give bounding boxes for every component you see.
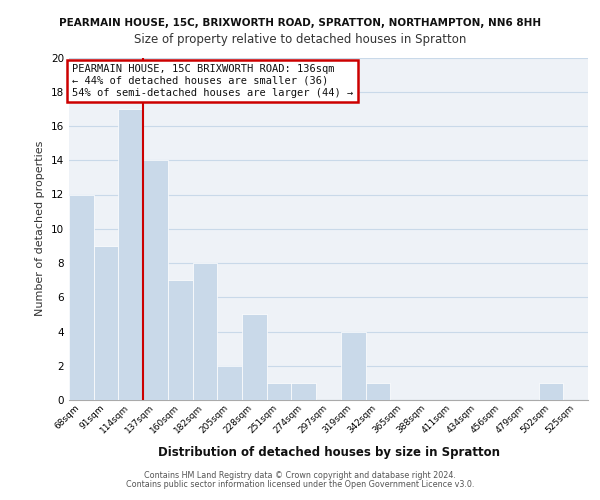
Text: Size of property relative to detached houses in Spratton: Size of property relative to detached ho… — [134, 32, 466, 46]
Text: Contains HM Land Registry data © Crown copyright and database right 2024.: Contains HM Land Registry data © Crown c… — [144, 471, 456, 480]
X-axis label: Distribution of detached houses by size in Spratton: Distribution of detached houses by size … — [157, 446, 499, 459]
Text: PEARMAIN HOUSE, 15C, BRIXWORTH ROAD, SPRATTON, NORTHAMPTON, NN6 8HH: PEARMAIN HOUSE, 15C, BRIXWORTH ROAD, SPR… — [59, 18, 541, 28]
Bar — [242, 314, 267, 400]
Bar — [168, 280, 193, 400]
Y-axis label: Number of detached properties: Number of detached properties — [35, 141, 46, 316]
Bar — [94, 246, 118, 400]
Text: Contains public sector information licensed under the Open Government Licence v3: Contains public sector information licen… — [126, 480, 474, 489]
Text: PEARMAIN HOUSE, 15C BRIXWORTH ROAD: 136sqm
← 44% of detached houses are smaller : PEARMAIN HOUSE, 15C BRIXWORTH ROAD: 136s… — [71, 64, 353, 98]
Bar — [341, 332, 365, 400]
Bar — [118, 109, 143, 400]
Bar — [292, 383, 316, 400]
Bar — [193, 263, 217, 400]
Bar — [143, 160, 168, 400]
Bar — [69, 194, 94, 400]
Bar — [365, 383, 390, 400]
Bar — [267, 383, 292, 400]
Bar — [539, 383, 563, 400]
Bar — [217, 366, 242, 400]
